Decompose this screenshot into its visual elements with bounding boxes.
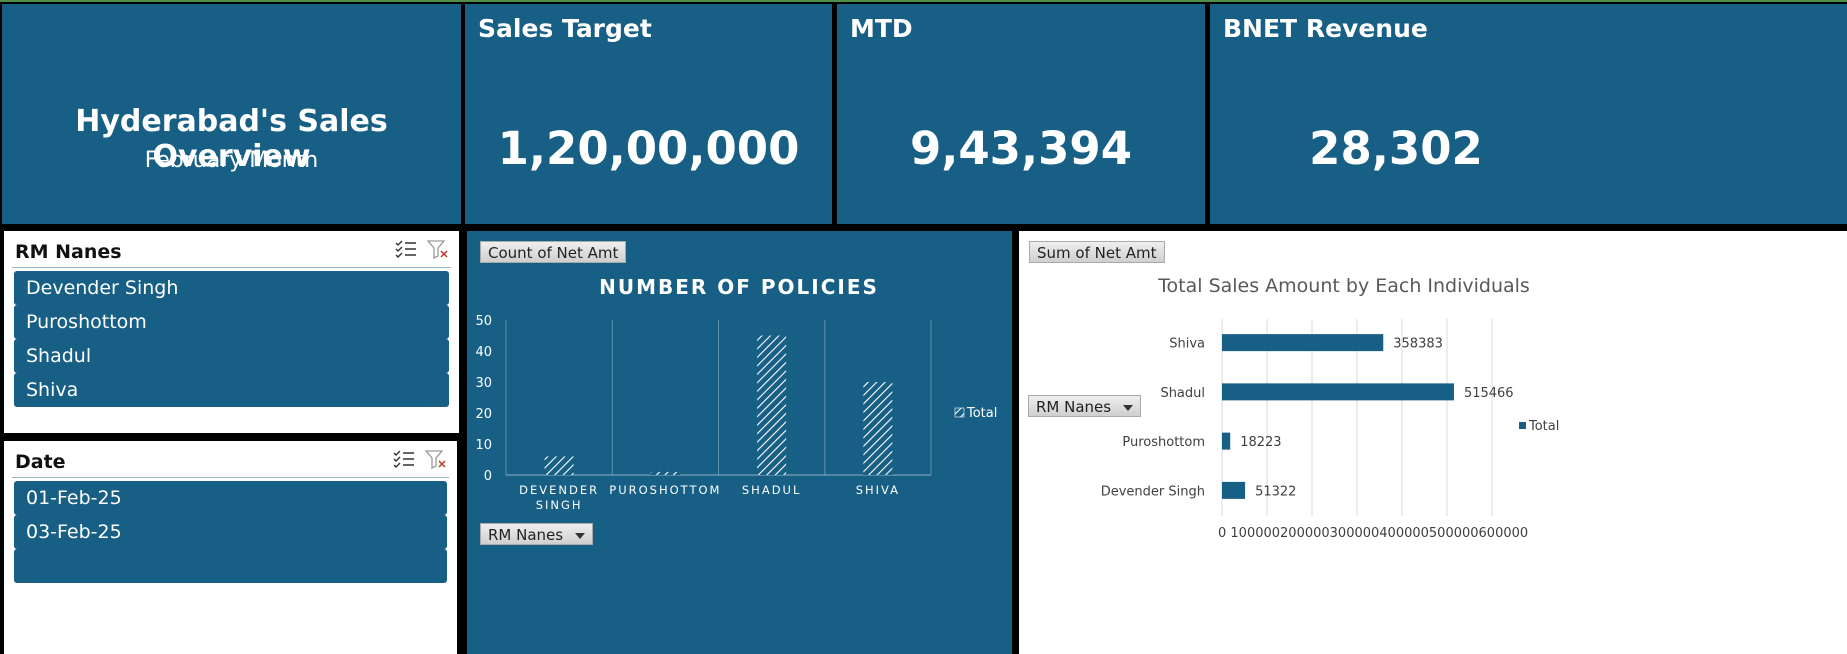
legend-label: Total xyxy=(966,406,997,421)
legend-label: Total xyxy=(1528,419,1559,434)
filter-label: RM Nanes xyxy=(488,526,564,544)
kpi-label: MTD xyxy=(850,14,913,43)
dashboard-subtitle: February Month xyxy=(144,148,319,173)
title-panel: Hyderabad's Sales Overview February Mont… xyxy=(2,4,461,224)
kpi-label: Sales Target xyxy=(478,14,652,43)
y-tick-label: Devender Singh xyxy=(1101,484,1205,499)
slicer-title: Date xyxy=(15,451,66,473)
multi-select-icon[interactable] xyxy=(393,449,415,469)
top-border xyxy=(0,0,1847,2)
data-label: 358383 xyxy=(1393,337,1443,352)
x-tick-label: SINGH xyxy=(536,498,583,512)
dashboard-title: Hyderabad's Sales Overview xyxy=(75,104,388,174)
y-tick-label: Shiva xyxy=(1169,337,1205,352)
legend-swatch xyxy=(954,407,965,418)
slicer-item-shiva[interactable]: Shiva xyxy=(14,373,449,407)
y-tick-label: 30 xyxy=(475,376,492,391)
multi-select-icon[interactable] xyxy=(395,239,417,259)
data-label: 515466 xyxy=(1464,386,1514,401)
y-tick-label: Puroshottom xyxy=(1122,435,1205,450)
x-tick-label: SHADUL xyxy=(742,483,802,497)
policies-chart-panel: Count of Net Amt RM Nanes NUMBER OF POLI… xyxy=(467,231,1012,654)
sales-chart: Total Sales Amount by Each Individuals 0 … xyxy=(1101,275,1560,541)
rm-nanes-filter-button[interactable]: RM Nanes xyxy=(1028,395,1142,417)
slicer-divider xyxy=(12,267,451,268)
bar xyxy=(544,456,574,475)
x-tick-label: SHIVA xyxy=(856,483,900,497)
y-tick-label: 20 xyxy=(475,407,492,422)
legend-swatch xyxy=(1519,422,1526,429)
rm-nanes-filter-button[interactable]: RM Nanes xyxy=(480,523,594,545)
x-tick-label: PUROSHOTTOM xyxy=(609,483,721,497)
bar xyxy=(1222,432,1231,450)
slicer-item-shadul[interactable]: Shadul xyxy=(14,339,449,373)
slicer-item-devender-singh[interactable]: Devender Singh xyxy=(14,271,449,305)
data-label: 18223 xyxy=(1240,435,1281,450)
y-tick-label: 50 xyxy=(475,314,492,329)
kpi-sales-target: Sales Target 1,20,00,000 xyxy=(465,4,832,224)
dropdown-arrow-icon xyxy=(1123,404,1134,411)
bar xyxy=(757,335,787,475)
bar xyxy=(1222,383,1454,401)
kpi-bnet-revenue: BNET Revenue 28,302 xyxy=(1210,4,1847,224)
bar xyxy=(1222,334,1384,352)
clear-filter-icon[interactable] xyxy=(425,449,447,469)
rm-names-slicer: RM Nanes Devender Singh Puroshottom Shad… xyxy=(4,231,459,433)
bar xyxy=(650,471,680,475)
slicer-item-puroshottom[interactable]: Puroshottom xyxy=(14,305,449,339)
kpi-value: 1,20,00,000 xyxy=(497,122,800,175)
bar xyxy=(863,382,893,475)
clear-filter-icon[interactable] xyxy=(427,239,449,259)
bar xyxy=(1222,481,1246,499)
x-tick-label: DEVENDER xyxy=(519,483,599,497)
data-label: 51322 xyxy=(1255,484,1296,499)
kpi-value: 9,43,394 xyxy=(909,122,1133,175)
sales-chart-panel: Sum of Net Amt RM Nanes Total Sales Amou… xyxy=(1019,231,1847,654)
chart-title: Total Sales Amount by Each Individuals xyxy=(1157,275,1530,297)
kpi-label: BNET Revenue xyxy=(1223,14,1428,43)
y-tick-label: Shadul xyxy=(1160,386,1205,401)
chart-title: NUMBER OF POLICIES xyxy=(599,275,879,299)
slicer-item-date[interactable]: 03-Feb-25 xyxy=(14,515,447,549)
y-tick-label: 40 xyxy=(475,345,492,360)
slicer-item-date[interactable]: 01-Feb-25 xyxy=(14,481,447,515)
policies-chart: NUMBER OF POLICIES 0 10 20 30 40 50 DEVENDERSIN… xyxy=(475,275,997,512)
count-net-amt-button[interactable]: Count of Net Amt xyxy=(480,241,627,263)
dropdown-arrow-icon xyxy=(575,532,586,539)
slicer-title: RM Nanes xyxy=(15,241,122,263)
kpi-mtd: MTD 9,43,394 xyxy=(837,4,1205,224)
slicer-item-date-partial[interactable] xyxy=(14,549,447,583)
sum-net-amt-button[interactable]: Sum of Net Amt xyxy=(1029,241,1165,263)
filter-label: RM Nanes xyxy=(1036,398,1112,416)
y-tick-label: 0 xyxy=(484,469,492,484)
slicer-divider xyxy=(12,477,449,478)
date-slicer: Date 01-Feb-25 03-Feb-25 xyxy=(4,441,457,654)
kpi-value: 28,302 xyxy=(1309,122,1483,175)
y-tick-label: 10 xyxy=(475,438,492,453)
x-tick-labels: 0 100000200000300000400000500000600000 xyxy=(1218,526,1528,541)
